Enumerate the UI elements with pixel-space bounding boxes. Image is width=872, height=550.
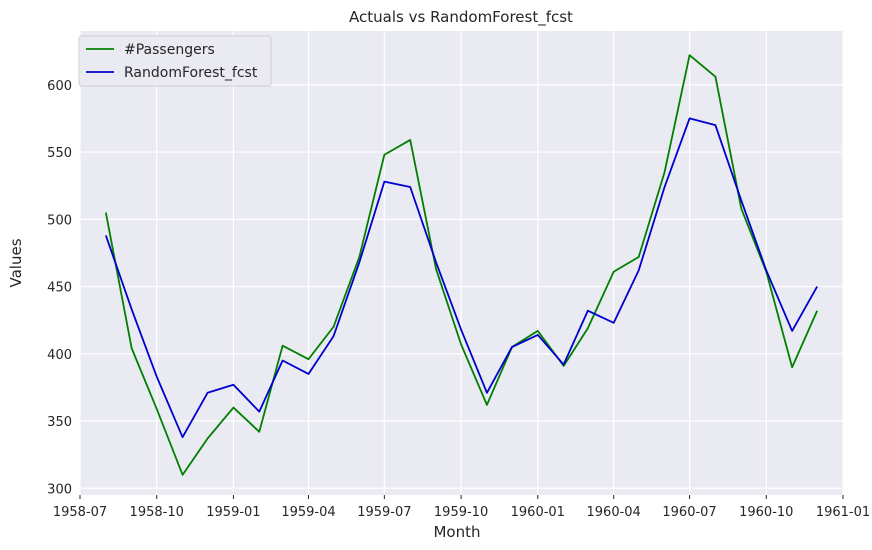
y-tick-label: 350: [47, 415, 72, 430]
y-tick-label: 300: [47, 482, 72, 497]
x-tick-label: 1960-04: [587, 505, 641, 520]
x-tick-label: 1960-10: [739, 505, 793, 520]
y-tick-label: 400: [47, 348, 72, 363]
x-tick-label: 1960-01: [511, 505, 565, 520]
legend-label-randomforest: RandomForest_fcst: [124, 65, 258, 81]
y-tick-labels: 300 350 400 450 500 550 600: [47, 79, 72, 497]
x-tick-label: 1960-07: [662, 505, 716, 520]
x-tick-label: 1959-10: [434, 505, 488, 520]
x-tick-label: 1958-07: [53, 505, 107, 520]
y-axis-title: Values: [7, 238, 25, 287]
y-tick-label: 450: [47, 281, 72, 296]
x-axis-title: Month: [433, 523, 480, 541]
y-tick-label: 500: [47, 213, 72, 228]
chart-title: Actuals vs RandomForest_fcst: [349, 8, 573, 27]
gridlines: [79, 31, 844, 495]
legend-box: [78, 35, 272, 87]
series-line-randomforest: [105, 117, 818, 439]
x-tick-labels: 1958-07 1958-10 1959-01 1959-04 1959-07 1959-…: [53, 495, 870, 520]
series-line-passengers: [104, 54, 818, 476]
legend-label-passengers: #Passengers: [124, 42, 215, 58]
y-tick-label: 600: [47, 79, 72, 94]
x-tick-label: 1959-04: [281, 505, 335, 520]
x-tick-label: 1959-01: [206, 505, 260, 520]
x-tick-label: 1961-01: [816, 505, 870, 520]
x-tick-label: 1959-07: [357, 505, 411, 520]
legend: #Passengers RandomForest_fcst: [78, 35, 272, 87]
series-lines: [104, 54, 818, 476]
y-tick-label: 550: [47, 146, 72, 161]
x-tick-label: 1958-10: [130, 505, 184, 520]
